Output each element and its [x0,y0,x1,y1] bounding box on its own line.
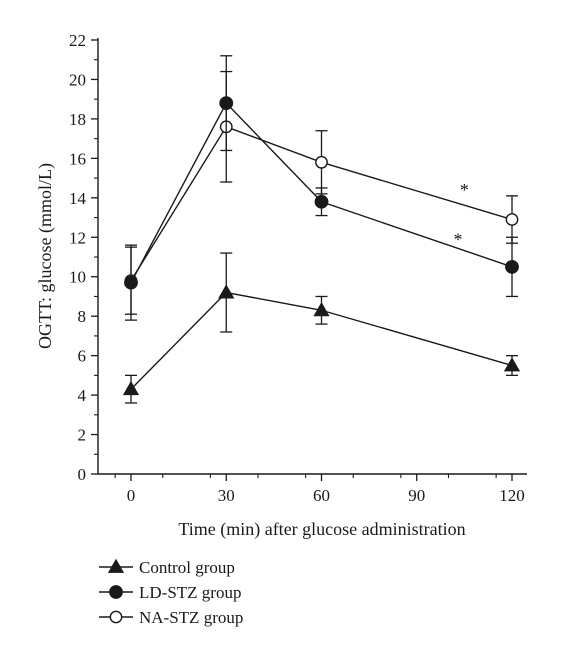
y-tick-label: 4 [78,386,87,405]
legend-label: NA-STZ group [139,608,243,627]
x-tick-label: 60 [313,486,330,505]
data-point [218,284,235,299]
data-point [219,96,234,111]
legend-item-control-group: Control group [99,558,235,577]
y-tick-label: 2 [78,426,87,445]
data-point [314,194,329,209]
legend-marker [107,558,125,573]
annotations: ** [454,180,469,249]
y-tick-label: 16 [69,149,86,168]
x-axis-label: Time (min) after glucose administration [178,519,465,540]
y-tick-label: 6 [78,347,87,366]
data-point [124,275,138,290]
data-point [315,155,328,169]
data-point [505,259,519,274]
data-point [503,357,521,372]
data-point [122,380,140,396]
x-tick-label: 120 [499,486,525,505]
data-point [505,213,519,226]
y-axis-label: OGTT: glucose (mmol/L) [35,163,56,349]
y-tick-label: 10 [69,268,86,287]
series-control-group [122,252,521,404]
y-tick-label: 20 [69,70,86,89]
legend-marker [109,610,123,624]
significance-asterisk: * [460,180,469,200]
legend-marker [109,585,123,599]
y-tick-label: 22 [69,31,86,50]
y-tick-label: 14 [69,189,87,208]
axes: 0 2 4 6 8 10 12 14 16 18 20 22 0 30 60 90 120 [69,31,527,505]
x-tick-label: 0 [127,486,136,505]
y-tick-label: 8 [78,307,87,326]
legend: Control group LD-STZ group NA-STZ group [99,558,243,627]
series-line [130,125,513,282]
series-line [130,291,513,390]
y-tick-label: 0 [78,465,87,484]
series-group [122,55,521,404]
x-tick-label: 30 [218,486,235,505]
significance-asterisk: * [454,229,463,249]
data-point [313,302,330,317]
legend-label: Control group [139,558,235,577]
legend-item-ld-stz-group: LD-STZ group [99,583,241,602]
series-ld-stz-group [124,55,519,321]
y-tick-label: 12 [69,228,86,247]
legend-item-na-stz-group: NA-STZ group [99,608,243,627]
series-line [130,101,513,283]
x-tick-label: 90 [408,486,425,505]
legend-label: LD-STZ group [139,583,241,602]
y-tick-label: 18 [69,110,86,129]
